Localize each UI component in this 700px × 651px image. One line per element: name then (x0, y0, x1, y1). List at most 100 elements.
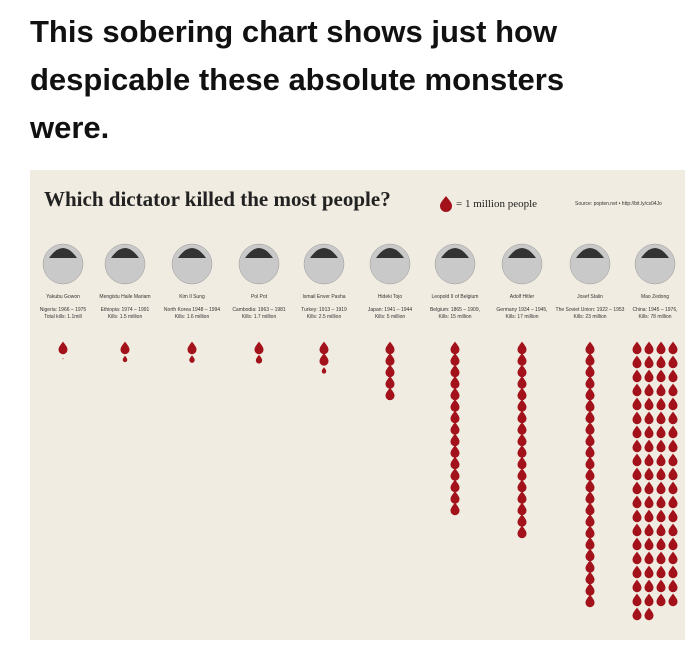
drop (668, 523, 678, 537)
dictator-kills-label: Kills: 1.5 million (108, 314, 143, 320)
drop (668, 453, 678, 467)
drop (632, 551, 642, 565)
kill-drops (187, 341, 197, 363)
drop (585, 502, 595, 516)
drop (632, 495, 642, 509)
drop (644, 383, 654, 397)
drop (668, 537, 678, 551)
dictator-name: Mao Zedong (641, 294, 669, 300)
drop (632, 537, 642, 551)
drop (656, 551, 666, 565)
drop (450, 479, 460, 493)
drop (450, 456, 460, 470)
post-title: This sobering chart shows just how despi… (30, 14, 565, 145)
drop (656, 439, 666, 453)
dictator-name: Josef Stalin (577, 294, 603, 300)
drop (632, 579, 642, 593)
drop (668, 565, 678, 579)
dictator-kills-label: Kills: 2.5 million (307, 314, 342, 320)
drop (254, 341, 264, 355)
dictator-kills-label: Kills: 15 million (438, 314, 471, 320)
drop (632, 397, 642, 411)
drop (656, 537, 666, 551)
drop (585, 456, 595, 470)
drop (585, 491, 595, 504)
drop (517, 445, 527, 458)
drop (656, 509, 666, 523)
drop (585, 410, 595, 424)
drop (585, 445, 595, 458)
dictator-period: North Korea 1948 – 1994 (164, 307, 220, 313)
drop (450, 399, 460, 412)
drop (58, 341, 68, 355)
portrait-hair (111, 248, 139, 258)
drop (450, 468, 460, 481)
drop (644, 509, 654, 523)
dictator-kills-label: Kills: 1.6 million (175, 314, 210, 320)
drop (585, 387, 595, 401)
drop (632, 439, 642, 453)
drop (668, 579, 678, 593)
drop (585, 353, 595, 366)
drop (632, 411, 642, 425)
drop (632, 467, 642, 481)
drop (668, 509, 678, 523)
portrait-hair (178, 248, 206, 258)
kill-drops (517, 341, 527, 539)
drop (644, 537, 654, 551)
drop (450, 364, 460, 378)
portrait-hair (245, 248, 273, 258)
dictator-name: Pol Pot (251, 294, 268, 300)
drop (632, 523, 642, 537)
kill-drops (632, 341, 678, 621)
drop (189, 355, 195, 363)
drop (632, 425, 642, 439)
drop (517, 341, 527, 355)
dictator-name: Kim Il Sung (179, 294, 205, 300)
portrait-hair (641, 248, 669, 258)
drop (668, 383, 678, 397)
portrait-hair (49, 248, 77, 258)
drop (450, 422, 460, 435)
drop (585, 341, 595, 355)
drop (122, 355, 128, 363)
infographic-background (30, 170, 685, 640)
dictator-period: Japan: 1941 – 1944 (368, 307, 412, 313)
drop (585, 571, 595, 585)
kill-drops (120, 341, 130, 363)
drop (644, 565, 654, 579)
drop (668, 495, 678, 509)
drop (517, 364, 527, 378)
infographic-title: Which dictator killed the most people? (44, 187, 391, 211)
dictator-kills-label: Total kills: 1.1mill (44, 314, 82, 320)
drop (644, 439, 654, 453)
portrait-hair (508, 248, 536, 258)
drop (644, 593, 654, 607)
drop (585, 560, 595, 573)
drop (656, 481, 666, 495)
drop (644, 495, 654, 509)
drop (517, 491, 527, 504)
drop (644, 551, 654, 565)
drop (644, 341, 654, 355)
drop (668, 481, 678, 495)
drop (632, 453, 642, 467)
drop (644, 369, 654, 383)
drop (517, 410, 527, 424)
drop (585, 468, 595, 481)
drop (517, 479, 527, 493)
drop (450, 410, 460, 424)
dictator-period: The Soviet Union: 1922 – 1953 (556, 307, 625, 313)
drop (585, 525, 595, 539)
drop (517, 468, 527, 481)
drop (632, 565, 642, 579)
drop (517, 399, 527, 412)
portrait-hair (310, 248, 338, 258)
dictator-name: Mengistu Haile Mariam (99, 294, 150, 300)
drop (585, 399, 595, 412)
dictator-name: Adolf Hitler (510, 294, 535, 300)
drop (644, 453, 654, 467)
legend-drop (440, 196, 452, 212)
drop (644, 523, 654, 537)
drop (517, 387, 527, 401)
